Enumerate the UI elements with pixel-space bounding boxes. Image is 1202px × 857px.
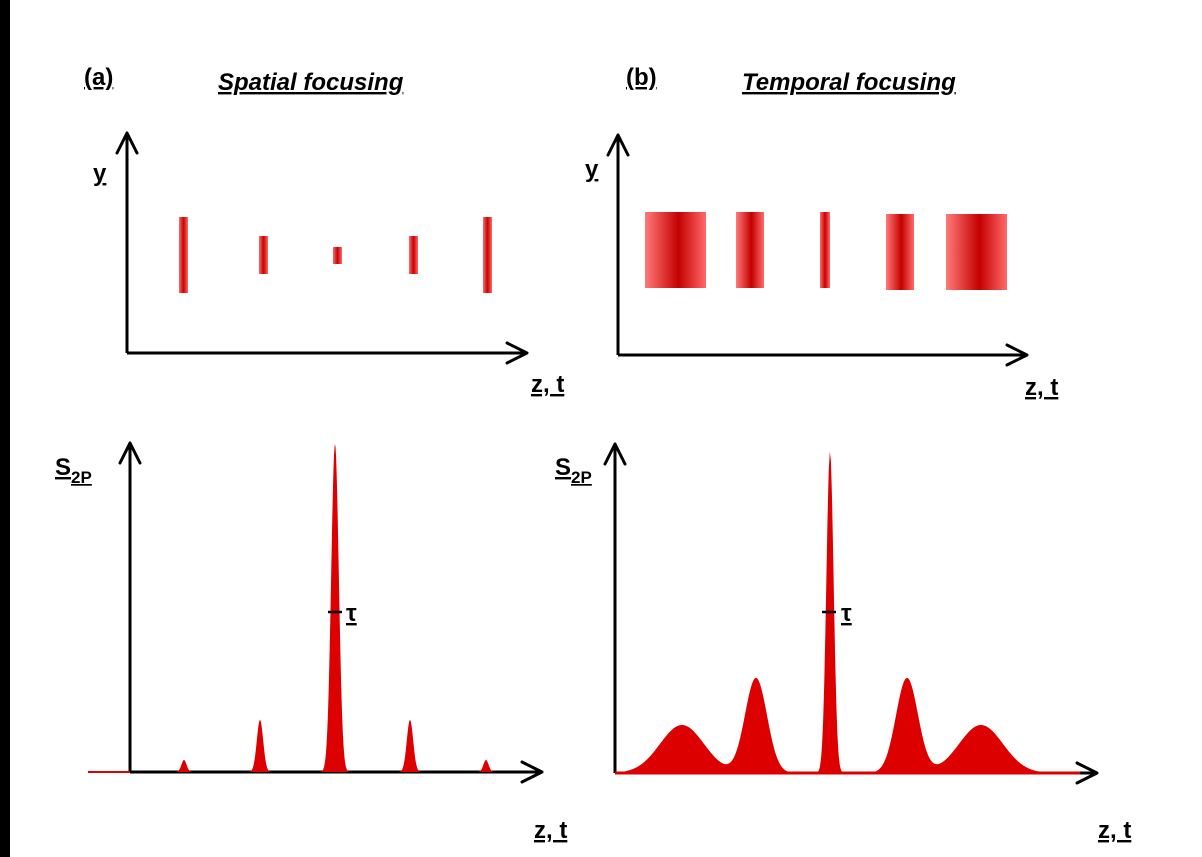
signal-peak <box>174 760 194 772</box>
panel-a-bottom-axes <box>88 441 544 784</box>
panel-b-tag: (b) <box>626 64 657 91</box>
panel-a-top-y-arrow <box>115 131 139 155</box>
pulse-slice <box>736 212 764 288</box>
beam-slice <box>259 236 268 274</box>
panel-a-beam-slices <box>179 217 492 293</box>
panel-b-top-xlabel: z, t <box>1025 374 1058 401</box>
signal-peak <box>398 720 422 772</box>
panel-a-top-xlabel: z, t <box>531 371 564 398</box>
panel-b-top-axes <box>606 133 1029 367</box>
panel-b-bottom-ylabel: S2P <box>555 454 592 487</box>
panel-b-signal <box>615 451 1080 775</box>
panel-a-bottom-y-arrow <box>118 441 142 465</box>
signal-peak <box>319 444 351 772</box>
panel-a-tag: (a) <box>84 64 113 91</box>
panel-b-bottom-x-arrow <box>1075 761 1099 785</box>
signal-peak <box>248 720 272 772</box>
pulse-slice <box>820 212 830 288</box>
pulse-slice <box>886 214 914 290</box>
panel-a-signal-peaks <box>174 444 496 772</box>
panel-a-bottom-x-arrow <box>520 760 544 784</box>
beam-slice <box>409 236 418 274</box>
panel-a-top-axes <box>115 131 529 365</box>
beam-slice <box>333 247 342 264</box>
panel-a-bottom-ylabel: S2P <box>55 454 92 487</box>
panel-a-tau-label: τ <box>346 600 357 627</box>
panel-b-top-ylabel: y <box>585 156 599 183</box>
signal-peak <box>476 760 496 772</box>
pulse-slice <box>645 212 706 288</box>
panel-b-top-y-arrow <box>606 133 630 157</box>
pulse-slice <box>946 214 1007 290</box>
panel-a-bottom-xlabel: z, t <box>534 817 567 844</box>
beam-slice <box>179 217 188 293</box>
panel-b-title: Temporal focusing <box>742 69 956 96</box>
panel-a-title: Spatial focusing <box>218 69 404 96</box>
panel-b-pulse-slices <box>645 212 1007 290</box>
panel-b-bottom-xlabel: z, t <box>1098 817 1131 844</box>
panel-b-top-x-arrow <box>1005 343 1029 367</box>
panel-a-top-ylabel: y <box>93 160 107 187</box>
panel-b-tau-label: τ <box>841 600 852 627</box>
figure-panel <box>10 0 1202 857</box>
beam-slice <box>483 217 492 293</box>
panel-b-bottom-y-arrow <box>603 442 627 466</box>
panel-a-top-x-arrow <box>505 341 529 365</box>
